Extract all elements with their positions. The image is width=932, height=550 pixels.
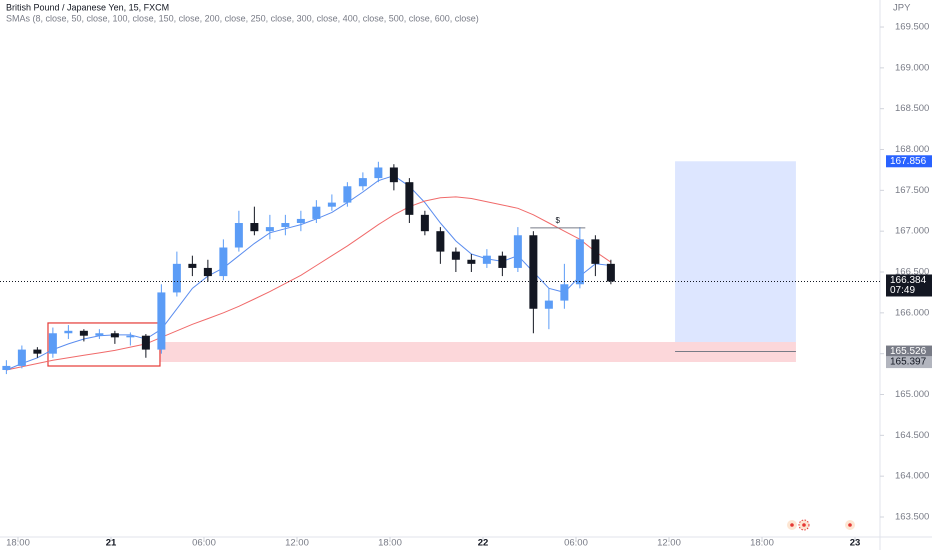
price-badge-label: 165.526 <box>890 346 927 357</box>
event-icons[interactable] <box>787 519 855 531</box>
candle-body <box>482 255 491 264</box>
candle-body <box>17 349 26 366</box>
x-tick-label: 23 <box>850 538 861 549</box>
candle-body <box>575 239 584 285</box>
event-dot <box>802 523 806 527</box>
candle-body <box>312 206 321 219</box>
candle-body <box>281 223 290 228</box>
candle-body <box>405 182 414 215</box>
price-badge <box>886 155 932 168</box>
candle-body <box>219 247 228 277</box>
candle-body <box>606 263 615 282</box>
y-tick-label: 167.000 <box>895 226 929 237</box>
y-tick-label: 168.000 <box>895 144 929 155</box>
y-tick-label: 167.500 <box>895 185 929 196</box>
zone <box>159 341 796 363</box>
price-badge-label: 167.856 <box>890 156 927 167</box>
candle-body <box>374 167 383 179</box>
zone <box>675 161 796 342</box>
countdown: 07:49 <box>890 285 915 296</box>
sma-line <box>6 175 611 371</box>
x-tick-label: 18:00 <box>750 538 774 549</box>
candle-body <box>529 235 538 309</box>
y-tick-label: 164.000 <box>895 471 929 482</box>
y-tick-label: 166.000 <box>895 307 929 318</box>
x-tick-label: 12:00 <box>657 538 681 549</box>
event-dot <box>790 523 794 527</box>
candle-body <box>234 223 243 248</box>
x-tick-label: 21 <box>106 538 117 549</box>
x-tick-label: 06:00 <box>564 538 588 549</box>
candle-body <box>250 223 259 232</box>
candle-body <box>95 333 104 336</box>
event-dot <box>848 523 852 527</box>
price-badge <box>886 356 932 369</box>
currency-label: JPY <box>893 3 911 14</box>
x-tick-label: 12:00 <box>285 538 309 549</box>
candle-body <box>591 239 600 264</box>
candle-body <box>296 218 305 224</box>
y-tick-label: 166.500 <box>895 267 929 278</box>
candle-body <box>2 365 11 371</box>
candle-body <box>513 235 522 268</box>
candle-body <box>389 167 398 183</box>
candle-body <box>436 231 445 252</box>
candle-body <box>467 259 476 264</box>
candle-body <box>544 300 553 309</box>
y-tick-label: 169.000 <box>895 62 929 73</box>
candle-body <box>188 263 197 268</box>
y-tick-label: 165.000 <box>895 389 929 400</box>
candle-body <box>343 186 352 203</box>
candle-body <box>79 330 88 336</box>
candle-body <box>358 178 367 187</box>
last-price-label: 166.384 <box>890 275 927 286</box>
indicator-legend: SMAs (8, close, 50, close, 100, close, 1… <box>6 13 479 23</box>
price-badge-label: 165.397 <box>890 357 927 368</box>
y-tick-label: 168.500 <box>895 103 929 114</box>
y-tick-label: 163.500 <box>895 512 929 523</box>
chart-title: British Pound / Japanese Yen, 15, FXCM <box>6 2 169 12</box>
candle-body <box>451 251 460 260</box>
candle-body <box>110 333 119 338</box>
last-price-badge <box>886 274 932 297</box>
x-tick-label: 18:00 <box>378 538 402 549</box>
marker-label: $ <box>556 216 561 225</box>
price-badge <box>886 345 932 358</box>
candle-body <box>141 335 150 350</box>
y-tick-label: 169.500 <box>895 22 929 33</box>
candle-body <box>203 267 212 277</box>
y-tick-label: 164.500 <box>895 430 929 441</box>
candle-body <box>172 263 181 293</box>
x-tick-label: 06:00 <box>192 538 216 549</box>
candle-body <box>498 255 507 268</box>
candle-body <box>327 202 336 207</box>
x-tick-label: 18:00 <box>6 538 30 549</box>
candle-body <box>33 349 42 354</box>
candle-body <box>157 292 166 350</box>
candle-body <box>126 335 135 338</box>
candle-body <box>420 214 429 232</box>
candle-body <box>265 227 274 232</box>
candle-body <box>48 333 57 354</box>
sma-line <box>6 196 612 371</box>
candle-body <box>560 284 569 301</box>
x-tick-label: 22 <box>478 538 489 549</box>
candle-body <box>64 330 73 334</box>
